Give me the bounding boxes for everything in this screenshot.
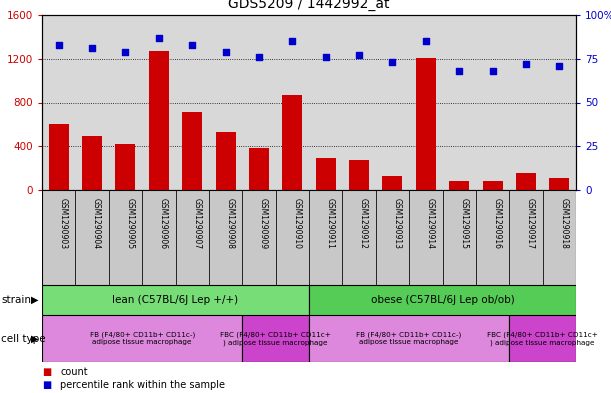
Text: ■: ■ — [42, 380, 51, 390]
Bar — [42, 190, 576, 285]
Text: ▶: ▶ — [31, 295, 39, 305]
Bar — [216, 132, 236, 190]
Point — [488, 68, 497, 74]
Text: FB (F4/80+ CD11b+ CD11c-)
adipose tissue macrophage: FB (F4/80+ CD11b+ CD11c-) adipose tissue… — [356, 332, 462, 345]
Bar — [49, 124, 68, 190]
Point — [221, 49, 230, 55]
Text: strain: strain — [1, 295, 31, 305]
Point — [54, 42, 64, 48]
Text: obese (C57BL/6J Lep ob/ob): obese (C57BL/6J Lep ob/ob) — [371, 295, 514, 305]
Text: GSM1290908: GSM1290908 — [225, 198, 235, 249]
Text: FBC (F4/80+ CD11b+ CD11c+
) adipose tissue macrophage: FBC (F4/80+ CD11b+ CD11c+ ) adipose tiss… — [220, 332, 331, 345]
Bar — [342, 190, 376, 285]
Bar — [175, 190, 209, 285]
Text: GSM1290910: GSM1290910 — [292, 198, 301, 249]
Point — [354, 52, 364, 59]
Text: GSM1290915: GSM1290915 — [459, 198, 468, 249]
Text: FB (F4/80+ CD11b+ CD11c-)
adipose tissue macrophage: FB (F4/80+ CD11b+ CD11c-) adipose tissue… — [89, 332, 195, 345]
Text: GSM1290918: GSM1290918 — [559, 198, 568, 248]
Bar — [382, 176, 403, 190]
Bar — [442, 190, 476, 285]
Bar — [409, 190, 442, 285]
Text: GSM1290905: GSM1290905 — [125, 198, 134, 249]
Text: GSM1290914: GSM1290914 — [426, 198, 435, 249]
Text: FBC (F4/80+ CD11b+ CD11c+
) adipose tissue macrophage: FBC (F4/80+ CD11b+ CD11c+ ) adipose tiss… — [487, 332, 598, 345]
Bar — [376, 190, 409, 285]
Text: GSM1290916: GSM1290916 — [492, 198, 502, 249]
Text: GSM1290907: GSM1290907 — [192, 198, 201, 249]
Bar — [42, 285, 309, 315]
Point — [521, 61, 531, 67]
Text: GSM1290911: GSM1290911 — [326, 198, 335, 248]
Bar — [75, 190, 109, 285]
Bar — [509, 190, 543, 285]
Bar — [349, 160, 369, 190]
Bar — [316, 158, 335, 190]
Bar — [109, 190, 142, 285]
Title: GDS5209 / 1442992_at: GDS5209 / 1442992_at — [229, 0, 390, 11]
Bar — [115, 144, 136, 190]
Text: lean (C57BL/6J Lep +/+): lean (C57BL/6J Lep +/+) — [112, 295, 238, 305]
Bar — [449, 181, 469, 190]
Bar — [42, 315, 242, 362]
Point — [120, 49, 130, 55]
Text: percentile rank within the sample: percentile rank within the sample — [60, 380, 225, 390]
Text: GSM1290912: GSM1290912 — [359, 198, 368, 248]
Text: GSM1290909: GSM1290909 — [259, 198, 268, 249]
Point — [287, 38, 297, 44]
Bar — [242, 190, 276, 285]
Text: GSM1290917: GSM1290917 — [526, 198, 535, 249]
Bar — [149, 51, 169, 190]
Point — [87, 45, 97, 51]
Text: GSM1290906: GSM1290906 — [159, 198, 168, 249]
Bar — [249, 149, 269, 190]
Point — [188, 42, 197, 48]
Bar — [182, 112, 202, 190]
Point — [554, 62, 564, 69]
Bar — [282, 95, 302, 190]
Point — [321, 54, 331, 60]
Text: cell type: cell type — [1, 334, 46, 343]
Text: GSM1290903: GSM1290903 — [59, 198, 68, 249]
Point — [421, 38, 431, 44]
Bar — [416, 58, 436, 190]
Bar — [549, 178, 569, 190]
Bar — [543, 190, 576, 285]
Bar — [309, 315, 509, 362]
Text: ▶: ▶ — [31, 334, 39, 343]
Text: ■: ■ — [42, 367, 51, 377]
Point — [455, 68, 464, 74]
Bar — [309, 285, 576, 315]
Bar — [209, 190, 242, 285]
Bar — [509, 315, 576, 362]
Bar — [82, 136, 102, 190]
Point — [254, 54, 264, 60]
Bar — [142, 190, 175, 285]
Text: count: count — [60, 367, 88, 377]
Bar — [309, 190, 342, 285]
Bar — [516, 173, 536, 190]
Text: GSM1290904: GSM1290904 — [92, 198, 101, 249]
Bar — [276, 190, 309, 285]
Point — [387, 59, 397, 65]
Bar — [483, 181, 503, 190]
Bar — [476, 190, 509, 285]
Bar — [42, 190, 75, 285]
Text: GSM1290913: GSM1290913 — [392, 198, 401, 249]
Point — [154, 35, 164, 41]
Bar — [242, 315, 309, 362]
